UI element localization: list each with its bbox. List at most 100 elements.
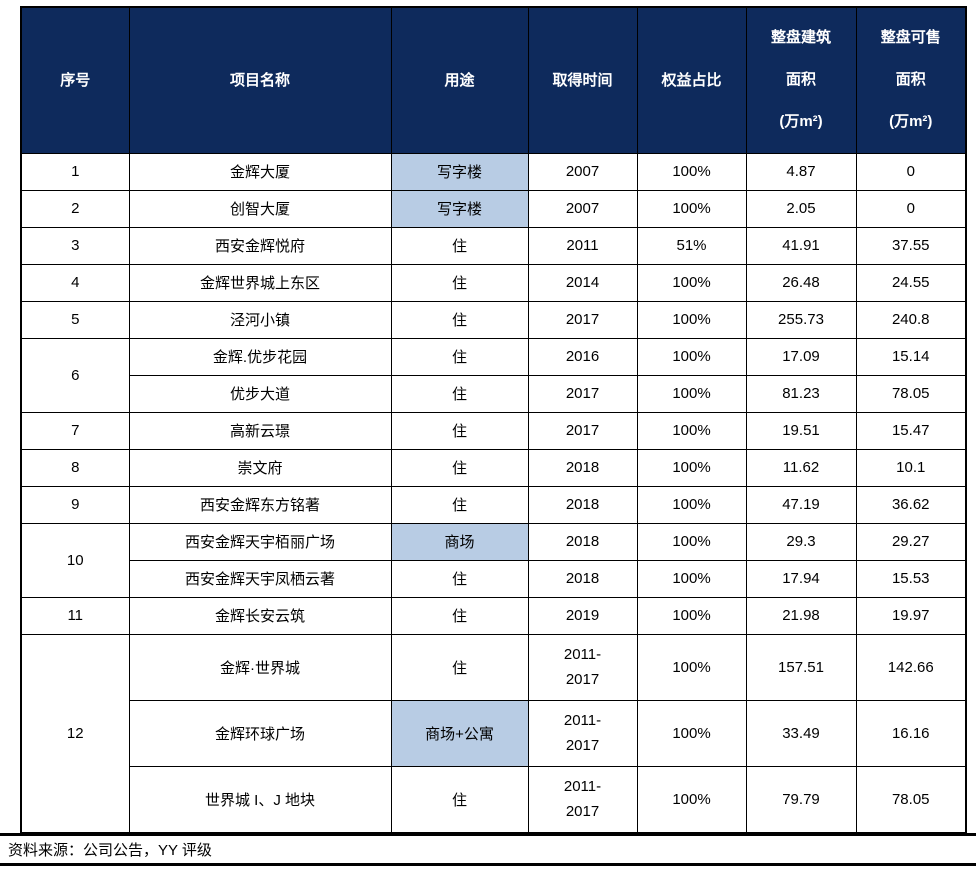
cell-saleable-area: 0 [855,189,967,228]
cell-equity-ratio: 100% [636,448,747,487]
cell-equity-ratio: 100% [636,337,747,376]
cell-equity-ratio: 100% [636,485,747,524]
table-row: 12 金辉·世界城 住 2011- 2017 100% 157.51 142.6… [20,633,967,833]
table-row: 2 创智大厦 写字楼 2007 100% 2.05 0 [20,189,967,228]
cell-acquired-time: 2019 [527,596,638,635]
table-row: 世界城 I、J 地块 住 2011- 2017 100% 79.79 78.05 [21,765,967,833]
cell-acquired-time: 2017 [527,374,638,413]
cell-acquired-time: 2014 [527,263,638,302]
cell-equity-ratio: 100% [636,633,747,701]
cell-index: 10 [20,522,130,598]
cell-equity-ratio: 100% [636,152,747,191]
cell-equity-ratio: 51% [636,226,747,265]
cell-project-name: 西安金辉东方铭著 [128,485,392,524]
cell-usage: 写字楼 [390,189,529,228]
cell-project-name: 高新云璟 [128,411,392,450]
cell-acquired-time: 2011- 2017 [527,633,638,701]
table-row: 4 金辉世界城上东区 住 2014 100% 26.48 24.55 [20,263,967,302]
cell-acquired-time: 2007 [527,152,638,191]
cell-saleable-area: 37.55 [855,226,967,265]
cell-equity-ratio: 100% [636,189,747,228]
cell-equity-ratio: 100% [636,699,747,767]
cell-equity-ratio: 100% [636,765,747,833]
cell-index: 8 [20,448,130,487]
cell-usage: 住 [390,337,529,376]
projects-table: 序号 项目名称 用途 取得时间 权益占比 整盘建筑 面积 (万m²) 整盘可售 … [20,6,967,833]
cell-index: 3 [20,226,130,265]
cell-equity-ratio: 100% [636,559,747,598]
table-row: 11 金辉长安云筑 住 2019 100% 21.98 19.97 [20,596,967,635]
cell-project-name: 金辉长安云筑 [128,596,392,635]
col-header-acquired-time: 取得时间 [527,6,638,154]
cell-gfa: 26.48 [745,263,857,302]
source-note-text: 资料来源：公司公告，YY 评级 [8,841,212,859]
table-row: 9 西安金辉东方铭著 住 2018 100% 47.19 36.62 [20,485,967,524]
col-header-usage: 用途 [390,6,529,154]
cell-usage: 住 [390,448,529,487]
cell-index: 1 [20,152,130,191]
table-row: 优步大道 住 2017 100% 81.23 78.05 [21,374,967,413]
cell-project-name: 西安金辉天宇栢丽广场 [128,522,392,561]
cell-gfa: 4.87 [745,152,857,191]
table-row: 7 高新云璟 住 2017 100% 19.51 15.47 [20,411,967,450]
cell-project-name: 世界城 I、J 地块 [128,765,392,833]
cell-project-name: 创智大厦 [128,189,392,228]
cell-gfa: 157.51 [745,633,857,701]
cell-index: 2 [20,189,130,228]
cell-acquired-time: 2007 [527,189,638,228]
cell-project-name: 西安金辉天宇凤栖云著 [128,559,392,598]
cell-equity-ratio: 100% [636,300,747,339]
cell-saleable-area: 36.62 [855,485,967,524]
table-row: 西安金辉天宇凤栖云著 住 2018 100% 17.94 15.53 [21,559,967,598]
cell-saleable-area: 29.27 [855,522,967,561]
col-header-equity-ratio: 权益占比 [636,6,747,154]
cell-saleable-area: 15.47 [855,411,967,450]
table-row: 1 金辉大厦 写字楼 2007 100% 4.87 0 [20,152,967,191]
cell-saleable-area: 142.66 [855,633,967,701]
cell-acquired-time: 2017 [527,411,638,450]
cell-index: 6 [20,337,130,413]
cell-saleable-area: 24.55 [855,263,967,302]
cell-project-name: 金辉·世界城 [128,633,392,701]
table-row: 10 西安金辉天宇栢丽广场 商场 2018 100% 29.3 29.27 [20,522,967,598]
source-note: 资料来源：公司公告，YY 评级 [0,832,976,866]
cell-acquired-time: 2018 [527,522,638,561]
cell-project-name: 金辉.优步花园 [128,337,392,376]
cell-project-name: 金辉世界城上东区 [128,263,392,302]
cell-acquired-time: 2018 [527,448,638,487]
cell-gfa: 2.05 [745,189,857,228]
cell-usage: 住 [390,226,529,265]
cell-project-name: 崇文府 [128,448,392,487]
cell-gfa: 29.3 [745,522,857,561]
cell-equity-ratio: 100% [636,596,747,635]
cell-usage: 住 [390,263,529,302]
cell-gfa: 41.91 [745,226,857,265]
header-row: 序号 项目名称 用途 取得时间 权益占比 整盘建筑 面积 (万m²) 整盘可售 … [20,6,967,154]
cell-acquired-time: 2016 [527,337,638,376]
cell-usage: 商场 [390,522,529,561]
cell-project-name: 金辉环球广场 [128,699,392,767]
cell-index: 11 [20,596,130,635]
cell-gfa: 81.23 [745,374,857,413]
cell-usage: 住 [390,300,529,339]
col-header-gfa: 整盘建筑 面积 (万m²) [745,6,857,154]
cell-gfa: 17.09 [745,337,857,376]
cell-saleable-area: 240.8 [855,300,967,339]
table-row: 6 金辉.优步花园 住 2016 100% 17.09 15.14 [20,337,967,413]
cell-usage: 写字楼 [390,152,529,191]
cell-usage: 住 [390,633,529,701]
cell-acquired-time: 2018 [527,559,638,598]
cell-index: 7 [20,411,130,450]
cell-project-name: 泾河小镇 [128,300,392,339]
cell-acquired-time: 2011- 2017 [527,699,638,767]
cell-project-name: 金辉大厦 [128,152,392,191]
cell-saleable-area: 19.97 [855,596,967,635]
cell-gfa: 19.51 [745,411,857,450]
cell-saleable-area: 16.16 [855,699,967,767]
cell-usage: 住 [390,485,529,524]
cell-index: 12 [20,633,130,833]
cell-index: 9 [20,485,130,524]
cell-gfa: 33.49 [745,699,857,767]
cell-usage: 商场+公寓 [390,699,529,767]
